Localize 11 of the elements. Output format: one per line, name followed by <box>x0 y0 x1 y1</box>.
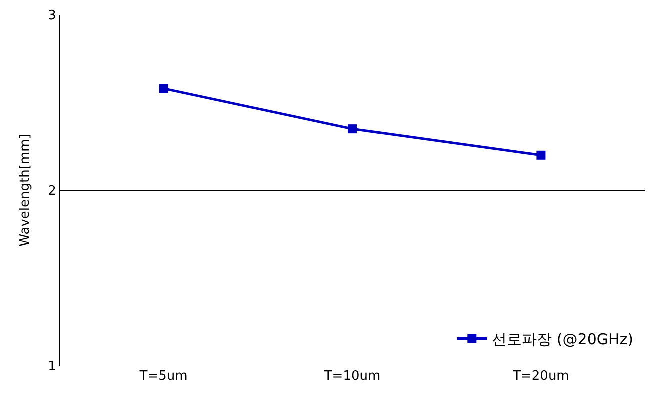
legend-label: 선로파장 (@20GHz) <box>492 330 634 349</box>
x-tick-label: T=20um <box>512 369 570 384</box>
x-tick-label: T=5um <box>138 369 188 384</box>
point <box>159 84 168 94</box>
point <box>348 124 357 134</box>
y-axis-title: Wavelength[mm] <box>18 134 34 247</box>
y-tick-label: 1 <box>48 360 56 375</box>
y-tick-label: 3 <box>48 8 56 24</box>
x-tick-label: T=10um <box>323 369 381 384</box>
y-tick-label: 2 <box>48 184 56 200</box>
point <box>536 150 546 160</box>
